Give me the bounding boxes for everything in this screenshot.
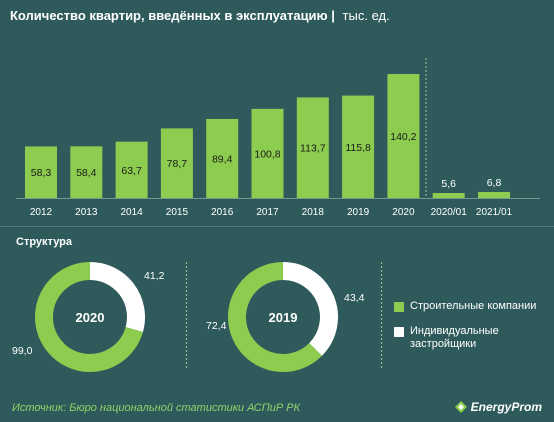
charts-canvas: 58,3 2012 58,4 2013 63,7 2014 78,7 2015 89,4 2016… bbox=[0, 58, 554, 372]
donut-value-label: 43,4 bbox=[344, 292, 365, 304]
bar-value-label: 58,4 bbox=[76, 167, 97, 179]
footer: Источник: Бюро национальной статистики А… bbox=[0, 396, 554, 422]
chart-unit: тыс. ед. bbox=[342, 8, 390, 23]
chart-title-row: Количество квартир, введённых в эксплуат… bbox=[10, 8, 390, 23]
bar-2016 bbox=[206, 118, 239, 198]
bar-value-label: 6,8 bbox=[487, 177, 502, 189]
bar-value-label: 63,7 bbox=[121, 165, 142, 177]
bar-2018 bbox=[296, 97, 329, 198]
bar-value-label: 113,7 bbox=[300, 143, 326, 155]
x-tick-label: 2020 bbox=[392, 207, 415, 218]
legend: Строительные компании Индивидуальные зас… bbox=[394, 300, 554, 363]
donut-chart-2020: 2020 99,0 41,2 bbox=[12, 262, 165, 372]
x-tick-label: 2019 bbox=[347, 207, 370, 218]
legend-item-individual-builders: Индивидуальные застройщики bbox=[394, 325, 554, 351]
bar-value-label: 78,7 bbox=[167, 158, 188, 170]
bar-2014 bbox=[115, 141, 148, 198]
donut-slice-individual-builders bbox=[89, 262, 145, 332]
bar-value-label: 89,4 bbox=[212, 153, 233, 165]
x-tick-label: 2013 bbox=[75, 207, 98, 218]
bar-2013 bbox=[70, 146, 103, 198]
bar-2017 bbox=[251, 108, 284, 198]
x-tick-label: 2012 bbox=[30, 207, 53, 218]
x-tick-label: 2015 bbox=[166, 207, 189, 218]
bar-2021/01 bbox=[478, 191, 510, 198]
bar-value-label: 115,8 bbox=[345, 142, 371, 154]
legend-label: Индивидуальные застройщики bbox=[410, 325, 499, 350]
bar-value-label: 100,8 bbox=[254, 148, 280, 160]
bar-2020 bbox=[387, 74, 420, 198]
bar-2015 bbox=[160, 128, 193, 198]
x-tick-label: 2021/01 bbox=[476, 207, 513, 218]
x-tick-label: 2014 bbox=[120, 207, 143, 218]
bar-2012 bbox=[25, 146, 57, 198]
x-tick-label: 2016 bbox=[211, 207, 234, 218]
energyprom-logo-icon bbox=[454, 401, 467, 413]
donut-center-label: 2019 bbox=[269, 310, 298, 325]
brand-name: EnergyProm bbox=[470, 400, 542, 414]
legend-swatch-white bbox=[394, 327, 404, 337]
x-tick-label: 2018 bbox=[302, 207, 325, 218]
legend-item-construction-companies: Строительные компании bbox=[394, 300, 554, 313]
brand-logo: EnergyProm bbox=[454, 400, 542, 414]
source-text: Источник: Бюро национальной статистики А… bbox=[12, 402, 301, 414]
donut-slice-individual-builders bbox=[282, 262, 338, 356]
chart-title: Количество квартир, введённых в эксплуат… bbox=[10, 8, 328, 23]
bar-2020/01 bbox=[432, 193, 465, 198]
legend-label: Строительные компании bbox=[410, 300, 537, 312]
donut-value-label: 41,2 bbox=[144, 270, 165, 282]
donut-slice-construction-companies bbox=[35, 262, 143, 372]
structure-label: Структура bbox=[16, 236, 72, 248]
bar-value-label: 140,2 bbox=[390, 131, 416, 143]
x-tick-label: 2020/01 bbox=[431, 207, 468, 218]
donut-slice-construction-companies bbox=[228, 262, 322, 372]
legend-swatch-green bbox=[394, 302, 404, 312]
bar-value-label: 58,3 bbox=[31, 167, 52, 179]
donut-value-label: 99,0 bbox=[12, 345, 33, 357]
x-tick-label: 2017 bbox=[256, 207, 279, 218]
donut-value-label: 72,4 bbox=[206, 320, 227, 332]
donut-chart-2019: 2019 72,4 43,4 bbox=[206, 262, 365, 372]
bar-value-label: 5,6 bbox=[441, 178, 456, 190]
donut-center-label: 2020 bbox=[76, 310, 105, 325]
bar-chart: 58,3 2012 58,4 2013 63,7 2014 78,7 2015 89,4 2016… bbox=[0, 58, 554, 370]
title-separator: | bbox=[331, 8, 335, 23]
bar-2019 bbox=[342, 95, 375, 198]
